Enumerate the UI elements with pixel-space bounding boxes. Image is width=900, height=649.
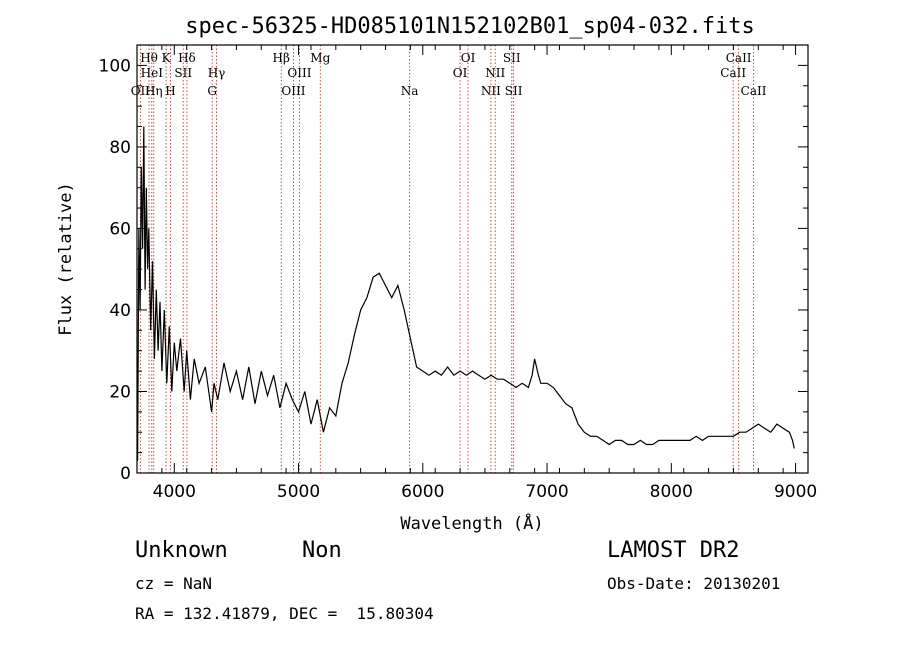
line-label: SII [174,66,192,80]
line-label: Na [401,84,419,98]
line-label: Hδ [178,51,196,65]
line-label: HeI [141,66,164,80]
line-label: H [165,84,175,98]
line-label: G [207,84,217,98]
y-tick-label: 40 [109,301,131,321]
x-tick-label: 4000 [153,482,196,502]
line-label: Mg [310,51,330,65]
coordinates: RA = 132.41879, DEC = 15.80304 [135,604,434,623]
line-label: Hθ [140,51,158,65]
line-label: OIII [287,66,311,80]
line-label: OI [461,51,476,65]
line-label: OI [453,66,468,80]
redshift: cz = NaN [135,574,213,593]
x-tick-label: 9000 [774,482,817,502]
line-label: Hη [145,84,163,98]
line-label: CaII [741,84,767,98]
x-tick-label: 7000 [525,482,568,502]
line-label: SII [505,84,523,98]
line-label: Hγ [208,66,226,80]
y-tick-label: 100 [99,56,131,76]
emission-lines: OIIHθHeIHηKHSIIHδGHγHβOIIIOIIIMgNaOIOINI… [131,45,767,473]
x-tick-label: 5000 [277,482,320,502]
line-label: NII [481,84,501,98]
line-label: NII [485,66,505,80]
x-axis-label: Wavelength (Å) [400,512,543,534]
survey-name: LAMOST DR2 [607,538,740,563]
subclass: Non [302,538,342,563]
y-tick-label: 20 [109,382,131,402]
class-type: Unknown [135,538,228,563]
line-label: OII [131,84,151,98]
plot-frame [136,44,809,474]
axes-ticks: 4000 5000 6000 7000 8000 9000 0 20 40 60 80 100 [99,44,817,502]
spectrum-series [137,126,795,461]
line-label: CaII [720,66,746,80]
y-tick-label: 80 [109,138,131,158]
line-label: CaII [726,51,752,65]
y-tick-label: 0 [120,464,131,484]
line-label: SII [503,51,521,65]
line-label: Hβ [273,51,290,65]
chart-title: spec-56325-HD085101N152102B01_sp04-032.f… [185,14,755,39]
obs-date: Obs-Date: 20130201 [607,574,781,593]
line-label: OIII [281,84,305,98]
x-tick-label: 8000 [650,482,693,502]
y-axis-label: Flux (relative) [56,182,76,336]
line-label: K [162,51,172,65]
y-tick-label: 60 [109,219,131,239]
x-tick-label: 6000 [401,482,444,502]
